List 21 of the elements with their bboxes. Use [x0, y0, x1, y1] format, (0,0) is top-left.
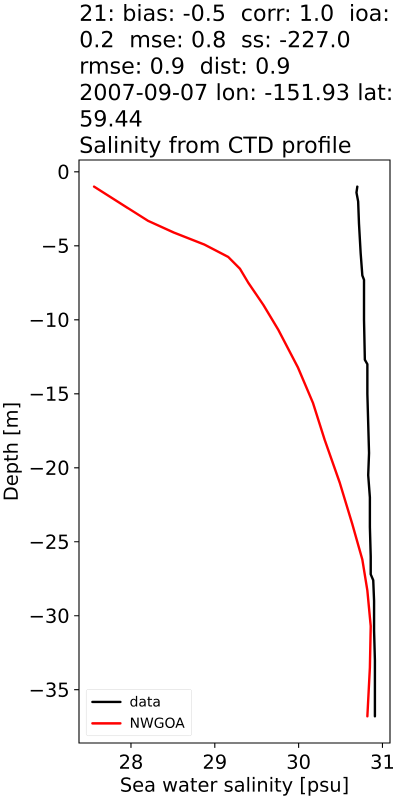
- y-tick-label: −20: [30, 460, 68, 476]
- legend-label: NWGOA: [130, 717, 185, 728]
- chart-title: 21: bias: -0.5 corr: 1.0 ioa: 0.2 mse: 0.8 ss: -227.0 rmse: 0.9 dist: 0.9: [80, 4, 388, 74]
- line-series: [92, 185, 372, 718]
- y-tick-label: 0: [58, 164, 68, 180]
- x-tick-label: 28: [120, 754, 142, 770]
- x-tick-label: 31: [372, 754, 394, 770]
- x-tick-label: 29: [204, 754, 226, 770]
- legend-label: data: [130, 696, 160, 707]
- y-tick-label: −25: [30, 534, 68, 550]
- y-tick-label: −30: [30, 608, 68, 624]
- line-series: [355, 185, 376, 718]
- y-axis-title: Depth [m]: [3, 404, 22, 500]
- y-tick-label: −35: [30, 682, 68, 698]
- chart-subtitle: 2007-09-07 lon: -151.93 lat: 59.44: [80, 83, 391, 127]
- y-tick-label: −15: [30, 386, 68, 402]
- y-tick-label: −5: [43, 238, 68, 254]
- text: Salinity from CTD profile: [80, 136, 350, 158]
- x-axis-title: Sea water salinity [psu]: [121, 776, 348, 796]
- x-tick-label: 30: [288, 754, 310, 770]
- y-tick-label: −10: [30, 312, 68, 328]
